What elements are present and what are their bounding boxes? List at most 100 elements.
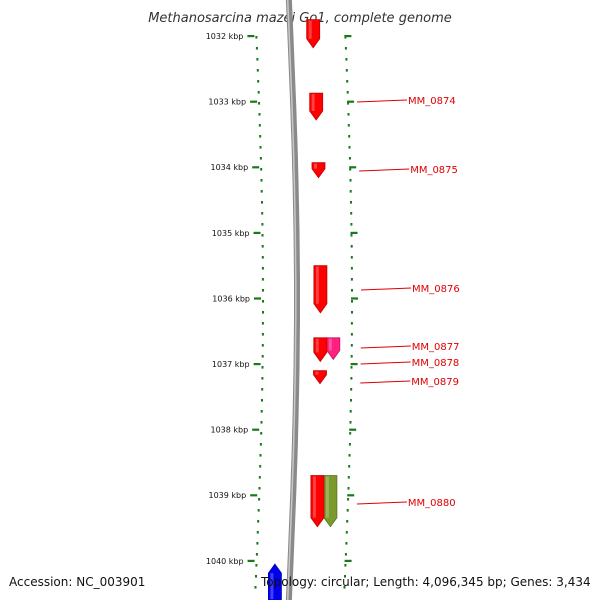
track-dot	[261, 388, 264, 391]
gene-labels: MM_0874 MM_0875 MM_0876 MM_0877 MM_0878 MM_08…	[408, 96, 460, 509]
track-dot	[260, 179, 263, 182]
track-dot	[255, 575, 257, 578]
gene-arrow-mm-0880-highlight	[312, 476, 316, 518]
track-dot	[347, 102, 350, 105]
track-dot	[261, 267, 264, 270]
track-dot	[258, 102, 261, 105]
label-leader-line	[356, 99, 408, 103]
track-dot	[261, 333, 264, 336]
track-dot	[350, 201, 352, 204]
kbp-tick-label: 1038 kbp	[210, 426, 248, 435]
gene-label-mm-0876[interactable]: MM_0876	[412, 284, 460, 295]
track-dot	[256, 531, 259, 534]
kbp-tick	[252, 428, 260, 431]
gene-arrow-mm-0879	[313, 370, 327, 385]
label-leader-line	[360, 380, 411, 384]
gene-arrow-mm-0875-highlight	[314, 163, 317, 169]
gene-arrow-mm-0878	[313, 337, 328, 363]
gene-label-mm-0875[interactable]: MM_0875	[410, 165, 458, 176]
track-dot	[344, 553, 347, 556]
track-dot	[344, 564, 347, 567]
track-dot	[350, 245, 353, 248]
inner-tick-track	[254, 36, 264, 589]
label-leaders	[356, 99, 412, 505]
track-dot	[345, 531, 348, 534]
kbp-tick	[252, 166, 260, 169]
outer-kbp-tick	[350, 363, 358, 366]
kbp-tick-label: 1033 kbp	[208, 98, 246, 107]
track-dot	[348, 465, 351, 468]
track-dot	[258, 498, 261, 501]
kbp-tick	[250, 100, 258, 103]
track-dot	[350, 267, 353, 270]
label-leader-line	[359, 168, 410, 172]
track-dot	[351, 311, 353, 314]
track-dot	[350, 234, 353, 237]
track-dot	[255, 564, 258, 567]
reverse-strand-feature	[267, 563, 282, 600]
track-dot	[258, 113, 261, 116]
gene-label-mm-0874[interactable]: MM_0874	[408, 96, 456, 107]
label-leader-line	[360, 287, 412, 291]
track-dot	[258, 124, 261, 127]
outer-kbp-tick	[344, 35, 352, 38]
track-dot	[261, 234, 264, 237]
track-dot	[261, 201, 263, 204]
outer-kbp-tick	[347, 494, 355, 497]
track-dot	[346, 520, 349, 523]
track-dot	[261, 377, 264, 380]
label-leader-line	[356, 501, 407, 505]
gene-arrow-mm-0876	[313, 265, 328, 314]
gene-label-mm-0878[interactable]: MM_0878	[412, 358, 460, 369]
track-dot	[347, 476, 350, 479]
track-dot	[346, 509, 349, 512]
track-dot	[257, 80, 260, 83]
track-dot	[350, 212, 353, 215]
track-dot	[258, 487, 261, 490]
track-dot	[350, 278, 353, 281]
track-dot	[346, 80, 349, 83]
track-dot	[261, 212, 264, 215]
gene-arrow-mm-0877-highlight	[328, 338, 332, 351]
track-dot	[344, 36, 347, 39]
gene-arrow-mm-0874-highlight	[311, 94, 315, 111]
track-dot	[259, 443, 262, 446]
feature-track	[267, 19, 341, 600]
kbp-tick-label: 1039 kbp	[208, 491, 246, 500]
track-dot	[350, 256, 353, 259]
outer-kbp-tick	[349, 166, 357, 169]
track-dot	[261, 322, 264, 325]
gene-label-mm-0877[interactable]: MM_0877	[412, 342, 460, 353]
track-dot	[349, 168, 352, 171]
track-dot	[257, 509, 260, 512]
track-dot	[347, 498, 350, 501]
genome-backbone	[285, 0, 300, 600]
track-dot	[260, 421, 263, 424]
track-dot	[348, 443, 351, 446]
gene-label-mm-0880[interactable]: MM_0880	[408, 498, 456, 509]
gene-label-mm-0879[interactable]: MM_0879	[411, 377, 459, 388]
track-dot	[260, 190, 263, 193]
track-dot	[261, 355, 264, 358]
track-dot	[259, 146, 262, 149]
gene-arrow-mm-0877	[326, 337, 341, 361]
track-dot	[350, 355, 353, 358]
track-dot	[257, 520, 260, 523]
track-dot	[350, 388, 353, 391]
kbp-tick-label: 1036 kbp	[212, 294, 250, 303]
track-dot	[350, 344, 353, 347]
kbp-tick	[253, 363, 261, 366]
map-title: Methanosarcina mazei Go1, complete genom…	[148, 11, 452, 26]
track-dot	[261, 245, 264, 248]
outer-kbp-tick	[347, 100, 355, 103]
kbp-scale: 1032 kbp 1033 kbp 1034 kbp 1035 kbp 1036 kbp…	[206, 32, 358, 566]
gene-arrow-mm-0875	[311, 162, 326, 179]
track-dot	[348, 146, 351, 149]
track-dot	[256, 69, 259, 72]
track-dot	[262, 289, 264, 292]
gene-arrow-mm-0878-highlight	[315, 338, 319, 353]
kbp-tick	[250, 494, 258, 497]
track-dot	[256, 542, 259, 545]
track-dot	[349, 179, 352, 182]
